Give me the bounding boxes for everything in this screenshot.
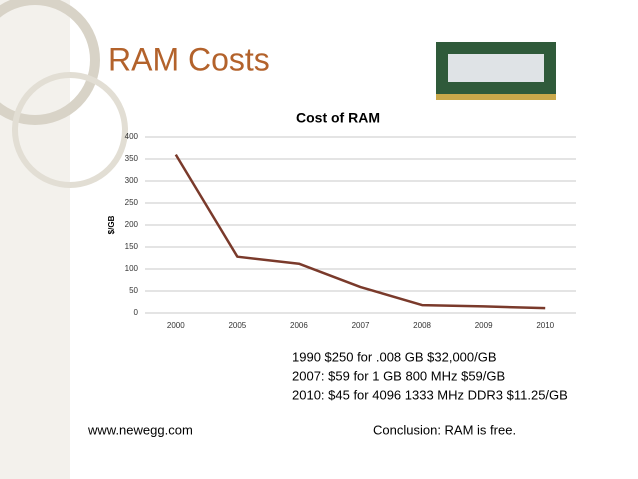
ram-pins [436, 94, 556, 100]
x-tick-label: 2006 [290, 321, 308, 330]
x-tick-label: 2009 [475, 321, 493, 330]
y-tick-label: 400 [125, 132, 139, 141]
y-tick-label: 200 [125, 220, 139, 229]
x-tick-label: 2007 [352, 321, 370, 330]
side-band [0, 0, 70, 479]
y-tick-label: 50 [129, 286, 138, 295]
chart-title: Cost of RAM [296, 110, 380, 126]
y-tick-label: 250 [125, 198, 139, 207]
conclusion: Conclusion: RAM is free. [373, 422, 516, 437]
x-tick-label: 2010 [536, 321, 554, 330]
y-tick-label: 150 [125, 242, 139, 251]
decoration [0, 0, 128, 479]
note: 1990 $250 for .008 GB $32,000/GB [292, 349, 497, 364]
deco-circle [0, 0, 100, 125]
x-tick-label: 2005 [228, 321, 246, 330]
slide-title: RAM Costs [108, 41, 270, 77]
ram-image [436, 42, 556, 100]
y-tick-label: 350 [125, 154, 139, 163]
data-line [174, 153, 546, 310]
deco-circle [12, 72, 128, 188]
y-axis-label: $/GB [107, 215, 116, 234]
x-tick-label: 2000 [167, 321, 185, 330]
x-tick-label: 2008 [413, 321, 431, 330]
ram-label [448, 54, 544, 82]
source: www.newegg.com [87, 422, 193, 437]
y-tick-label: 0 [134, 308, 139, 317]
note: 2010: $45 for 4096 1333 MHz DDR3 $11.25/… [292, 387, 568, 402]
y-tick-label: 100 [125, 264, 139, 273]
y-tick-label: 300 [125, 176, 139, 185]
note: 2007: $59 for 1 GB 800 MHz $59/GB [292, 368, 505, 383]
